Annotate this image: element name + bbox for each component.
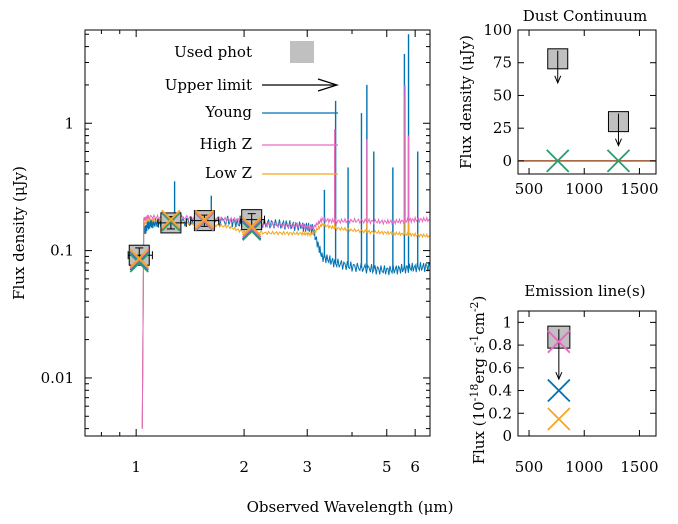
dust-x-tick-label: 1500 <box>620 180 658 198</box>
emission-x-tick-label: 500 <box>515 458 544 476</box>
emission-upper-limit-arrow <box>555 329 563 381</box>
legend-upper-limit-arrow-icon <box>262 78 339 92</box>
emission-lines-panel: Emission line(s) 500 1000 1500 00.20.40.60… <box>468 282 659 476</box>
main-photometry-group <box>127 209 265 273</box>
dust-y-tick-label: 50 <box>493 86 512 104</box>
model-young-marker <box>129 251 149 271</box>
dust-model-marker <box>546 149 570 173</box>
emission-y-tick-label: 0.4 <box>488 382 512 400</box>
model-green-marker-stroke-b <box>161 212 181 232</box>
x-tick-label: 2 <box>239 458 249 476</box>
emission-content-group <box>547 325 571 431</box>
model-low-z-marker-stroke-b <box>161 209 181 229</box>
dust-y-axis: 0 25 50 75 100 <box>483 21 656 170</box>
dust-model-marker-stroke-b <box>606 149 631 173</box>
dust-plot-frame <box>517 29 657 175</box>
model-low-z-marker <box>129 248 149 268</box>
emission-model-marker-stroke-b <box>547 330 571 354</box>
emission-model-marker <box>547 330 571 354</box>
dust-continuum-panel: Dust Continuum 500 1000 1500 0 25 50 75 100 Fl… <box>457 7 659 198</box>
dust-upper-limit-arrow <box>615 113 622 147</box>
legend-high-z-label: High Z <box>200 135 252 153</box>
legend-used-phot-swatch <box>290 41 314 63</box>
main-legend: Used phot Upper limit Young High Z Low Z <box>165 41 339 182</box>
model-low-z-marker <box>161 209 181 229</box>
model-green-marker <box>129 253 149 273</box>
emission-x-tick-label: 1500 <box>620 458 658 476</box>
dust-y-tick-label: 25 <box>493 119 512 137</box>
y-tick-label: 0.1 <box>50 242 74 260</box>
model-high-z-marker-stroke-b <box>194 211 215 231</box>
dust-upper-limit-arrow-head <box>554 75 562 85</box>
main-y-axis-label: Flux density (μJy) <box>10 166 28 300</box>
spectrum-young <box>141 214 430 429</box>
emission-model-marker-stroke-b <box>547 407 571 431</box>
x-tick-label: 3 <box>302 458 312 476</box>
main-y-axis: 0.01 0.1 1 <box>41 33 430 430</box>
model-low-z-marker-stroke-b <box>129 248 149 268</box>
y-tick-label: 0.01 <box>41 369 74 387</box>
model-high-z-marker <box>242 218 262 238</box>
legend-upper-limit-label: Upper limit <box>165 76 252 94</box>
emission-x-tick-label: 1000 <box>565 458 603 476</box>
dust-model-marker <box>606 149 631 173</box>
dust-panel-title: Dust Continuum <box>523 7 647 25</box>
main-spectra-group <box>141 34 430 429</box>
x-tick-label: 5 <box>382 458 392 476</box>
emission-y-tick-label: 0.6 <box>488 359 512 377</box>
spectrum-high-z <box>141 213 430 429</box>
model-low-z-marker <box>242 216 262 237</box>
model-green-marker-stroke-b <box>242 221 262 241</box>
emission-y-tick-label: 0.2 <box>488 404 512 422</box>
emission-model-marker-stroke-b <box>547 378 571 403</box>
main-x-axis-label: Observed Wavelength (μm) <box>247 498 454 516</box>
dust-model-marker-stroke-b <box>546 149 570 173</box>
legend-young-label: Young <box>204 103 252 121</box>
dust-upper-limit-arrow <box>554 50 562 85</box>
model-high-z-marker-stroke-b <box>242 218 262 238</box>
model-low-z-marker <box>194 209 215 229</box>
model-green-marker <box>161 212 181 232</box>
model-low-z-marker-stroke-b <box>194 209 215 229</box>
dust-y-tick-label: 75 <box>493 54 512 72</box>
emission-panel-title: Emission line(s) <box>524 282 645 300</box>
model-high-z-marker-stroke-b <box>129 249 149 270</box>
dust-y-axis-label: Flux density (μJy) <box>457 35 475 169</box>
x-tick-label: 1 <box>131 458 141 476</box>
emission-y-tick-label: 0.8 <box>488 336 512 354</box>
emission-upper-limit-arrow-head <box>555 371 563 381</box>
model-high-z-marker <box>129 249 149 270</box>
emission-y-axis-label: Flux (10-18erg s-1cm-2) <box>468 296 488 465</box>
emission-y-axis: 0 0.2 0.4 0.6 0.8 1 <box>488 313 656 445</box>
dust-content-group <box>518 48 656 173</box>
legend-low-z-label: Low Z <box>205 164 252 182</box>
x-tick-label: 6 <box>410 458 420 476</box>
dust-x-tick-label: 500 <box>515 180 544 198</box>
model-young-marker-stroke-b <box>129 251 149 271</box>
emission-y-tick-label: 1 <box>502 313 512 331</box>
y-tick-label: 1 <box>64 114 74 132</box>
dust-upper-limit-arrow-head <box>615 138 622 147</box>
dust-x-axis: 500 1000 1500 <box>515 30 659 198</box>
model-green-marker-stroke-b <box>129 253 149 273</box>
model-high-z-marker <box>194 211 215 231</box>
spectrum-low-z <box>141 216 430 429</box>
model-green-marker <box>242 221 262 241</box>
emission-plot-frame <box>517 310 657 437</box>
emission-y-tick-label: 0 <box>502 427 512 445</box>
emission-model-marker <box>547 407 571 431</box>
emission-x-axis: 500 1000 1500 <box>515 311 659 476</box>
dust-y-tick-label: 100 <box>483 21 512 39</box>
emission-model-marker <box>547 378 571 403</box>
dust-y-tick-label: 0 <box>502 152 512 170</box>
legend-used-phot-label: Used phot <box>174 43 252 61</box>
dust-x-tick-label: 1000 <box>565 180 603 198</box>
main-plot-frame <box>84 29 431 437</box>
model-low-z-marker-stroke-b <box>242 216 262 237</box>
